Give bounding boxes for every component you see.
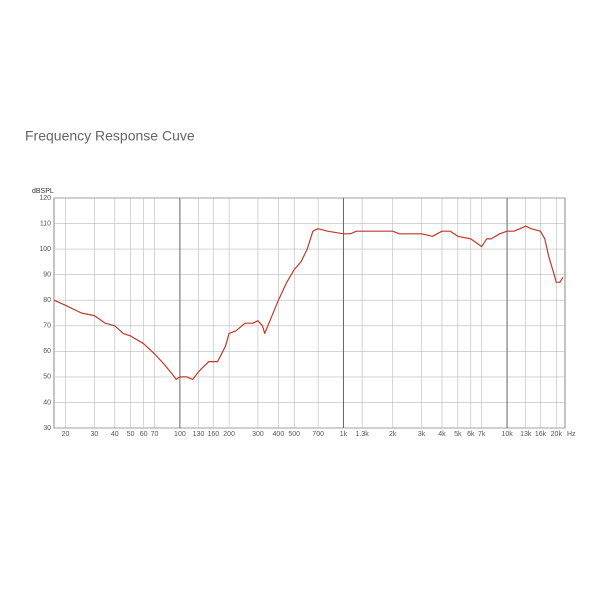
x-tick-label: 60 <box>140 431 148 438</box>
x-tick-label: 1k <box>340 431 348 438</box>
y-tick-label: 30 <box>43 425 51 432</box>
x-tick-label: 100 <box>174 431 186 438</box>
y-tick-label: 80 <box>43 297 51 304</box>
x-axis-label: Hz <box>567 431 576 438</box>
y-tick-label: 100 <box>39 246 51 253</box>
x-tick-label: 4k <box>438 431 446 438</box>
x-tick-label: 7k <box>478 431 486 438</box>
x-tick-label: 20k <box>551 431 563 438</box>
y-tick-label: 70 <box>43 323 51 330</box>
y-tick-label: 90 <box>43 272 51 279</box>
x-tick-label: 700 <box>312 431 324 438</box>
x-tick-label: 20 <box>62 431 70 438</box>
y-tick-label: 110 <box>40 220 51 227</box>
x-tick-label: 6k <box>467 431 475 438</box>
y-tick-label: 60 <box>43 348 51 355</box>
x-tick-label: 10k <box>501 431 513 438</box>
response-line <box>53 225 564 380</box>
y-tick-label: 50 <box>43 374 51 381</box>
y-tick-label: 40 <box>43 399 51 406</box>
x-tick-label: 13k <box>520 431 532 438</box>
x-tick-label: 50 <box>127 431 135 438</box>
x-tick-label: 5k <box>454 431 462 438</box>
chart-title: Frequency Response Cuve <box>25 128 195 144</box>
x-tick-label: 3k <box>418 431 426 438</box>
x-tick-label: 200 <box>223 431 235 438</box>
x-tick-label: 300 <box>252 431 264 438</box>
y-axis-label: dBSPL <box>32 188 54 195</box>
x-tick-label: 2k <box>389 431 397 438</box>
x-tick-label: 30 <box>90 431 98 438</box>
x-tick-label: 400 <box>273 431 285 438</box>
x-tick-label: 16k <box>535 431 547 438</box>
y-tick-label: 120 <box>39 195 51 202</box>
x-tick-label: 160 <box>207 431 219 438</box>
plot-area <box>53 197 566 429</box>
x-tick-label: 500 <box>288 431 300 438</box>
x-tick-label: 40 <box>111 431 119 438</box>
x-tick-label: 1.3k <box>356 431 370 438</box>
x-tick-label: 130 <box>193 431 205 438</box>
x-tick-label: 70 <box>151 431 159 438</box>
